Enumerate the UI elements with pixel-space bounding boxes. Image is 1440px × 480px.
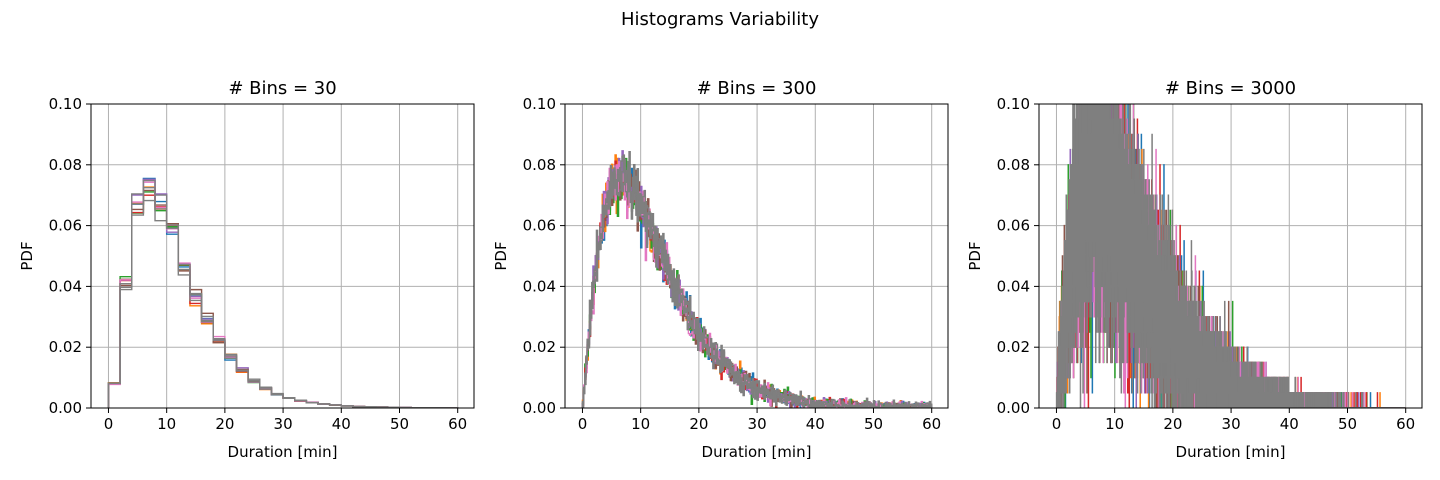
y-tick-label: 0.00	[997, 399, 1030, 417]
x-tick-label: 60	[1396, 415, 1415, 433]
y-tick-label: 0.02	[997, 338, 1030, 356]
histogram-series-group	[1055, 104, 1406, 408]
grid	[565, 103, 948, 409]
axes-frame	[1038, 103, 1423, 409]
x-tick-label: 40	[806, 415, 825, 433]
x-tick-label: 30	[748, 415, 767, 433]
x-axis-label: Duration [min]	[228, 443, 338, 461]
figure-title: Histograms Variability	[621, 9, 819, 30]
y-tick-label: 0.08	[997, 156, 1030, 174]
grid	[91, 103, 474, 409]
y-tick-label: 0.08	[49, 156, 82, 174]
histogram-panel-3000-bins: 0 10 20 30 40 50 60 0.00 0.02 0.04 0.06 0.08 0.10 # B…	[966, 78, 1423, 461]
y-tick-label: 0.06	[523, 217, 556, 235]
y-axis-label: PDF	[966, 241, 984, 270]
x-tick-label: 60	[922, 415, 941, 433]
y-tick-label: 0.00	[49, 399, 82, 417]
x-tick-label: 20	[215, 415, 234, 433]
axes-frame	[564, 103, 949, 409]
panel-title: # Bins = 3000	[1165, 78, 1296, 99]
x-tick-label: 50	[390, 415, 409, 433]
x-tick-label: 40	[332, 415, 351, 433]
x-tick-label: 0	[578, 415, 588, 433]
x-axis-label: Duration [min]	[1176, 443, 1286, 461]
histogram-panel-300-bins: 0 10 20 30 40 50 60 0.00 0.02 0.04 0.06 0.08 0.10 # B…	[492, 78, 949, 461]
y-tick-label: 0.10	[523, 95, 556, 113]
y-tick-label: 0.04	[523, 277, 556, 295]
x-tick-label: 20	[689, 415, 708, 433]
y-tick-label: 0.10	[997, 95, 1030, 113]
x-tick-label: 0	[1052, 415, 1062, 433]
histogram-series-10	[1056, 104, 1406, 408]
x-tick-label: 20	[1163, 415, 1182, 433]
y-tick-label: 0.02	[523, 338, 556, 356]
panel-title: # Bins = 30	[228, 78, 336, 99]
y-axis-label: PDF	[492, 241, 510, 270]
y-tick-label: 0.04	[997, 277, 1030, 295]
x-axis-label: Duration [min]	[702, 443, 812, 461]
x-tick-label: 30	[1222, 415, 1241, 433]
x-tick-label: 60	[448, 415, 467, 433]
x-tick-label: 10	[157, 415, 176, 433]
axes-frame	[90, 103, 475, 409]
x-tick-label: 10	[1105, 415, 1124, 433]
panel-title: # Bins = 300	[697, 78, 817, 99]
x-tick-label: 30	[274, 415, 293, 433]
histogram-series-10	[581, 150, 933, 408]
y-tick-label: 0.10	[49, 95, 82, 113]
y-tick-label: 0.08	[523, 156, 556, 174]
x-tick-label: 50	[864, 415, 883, 433]
histogram-series-group	[581, 150, 933, 408]
y-axis-label: PDF	[18, 241, 36, 270]
y-tick-label: 0.04	[49, 277, 82, 295]
x-tick-label: 40	[1280, 415, 1299, 433]
x-tick-label: 10	[631, 415, 650, 433]
x-tick-label: 50	[1338, 415, 1357, 433]
histogram-panel-30-bins: 0 10 20 30 40 50 60 0.00 0.02 0.04 0.06 0.08 0.10 # B…	[18, 78, 475, 461]
y-tick-label: 0.06	[997, 217, 1030, 235]
y-tick-label: 0.00	[523, 399, 556, 417]
x-tick-label: 0	[104, 415, 114, 433]
y-tick-label: 0.02	[49, 338, 82, 356]
y-tick-label: 0.06	[49, 217, 82, 235]
